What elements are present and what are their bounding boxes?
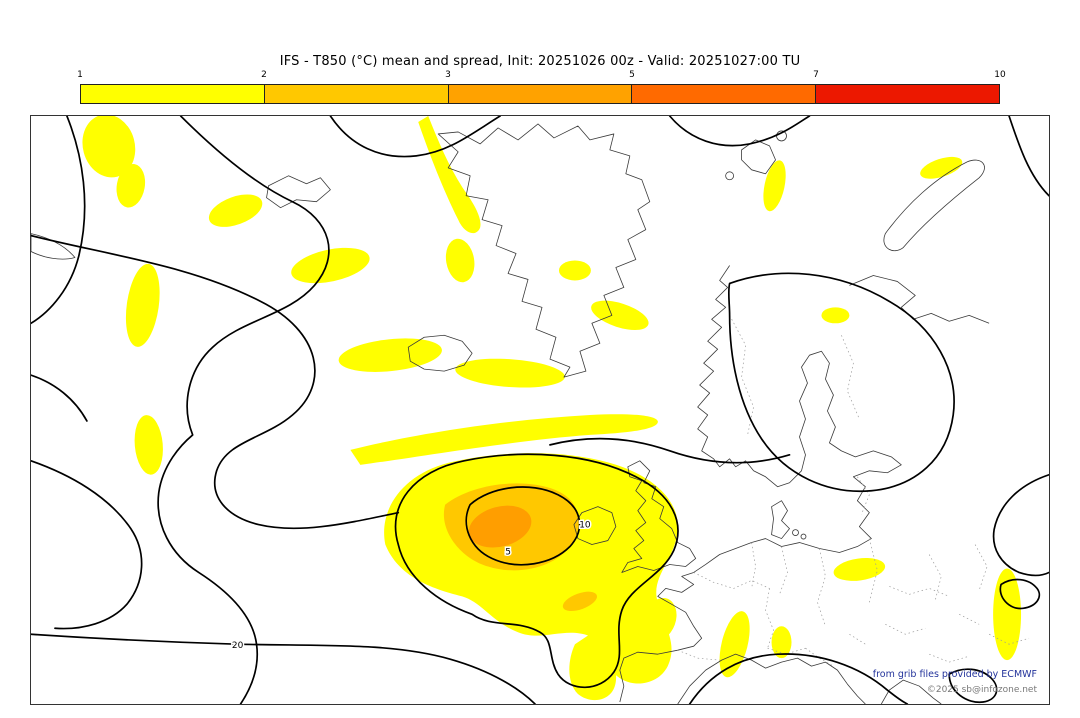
temperature-contours-layer	[31, 116, 1049, 704]
spread-shading-layer	[82, 116, 1022, 701]
colorbar-ticks: 1 2 3 5 7 10	[77, 70, 1006, 82]
contour-labels-layer: 20 10 5	[230, 519, 592, 653]
ecmwf-credit-text: from grib files provided by ECMWF	[872, 669, 1037, 680]
contour-label: 20	[232, 641, 244, 651]
contour-label: 10	[579, 521, 591, 531]
colorbar-tick-label: 3	[445, 70, 451, 80]
colorbar-segment	[448, 85, 633, 103]
map-panel: 20 10 5 from grib files provided by ECMW…	[30, 115, 1050, 705]
colorbar-tick-label: 5	[629, 70, 635, 80]
colorbar-tick-label: 2	[261, 70, 267, 80]
colorbar-segment	[816, 85, 999, 103]
europe-map-svg: 20 10 5	[31, 116, 1049, 704]
colorbar-tick-label: 10	[994, 70, 1006, 80]
colorbar-bar	[80, 84, 1000, 104]
colorbar-tick-label: 7	[813, 70, 819, 80]
colorbar-segment	[264, 85, 449, 103]
contour-label: 5	[505, 548, 511, 558]
chart-title: IFS - T850 (°C) mean and spread, Init: 2…	[279, 54, 801, 69]
colorbar-tick-label: 1	[77, 70, 83, 80]
copyright-text: ©2025 sb@infozone.net	[926, 685, 1037, 695]
colorbar-segment	[81, 85, 265, 103]
colorbar: 1 2 3 5 7 10	[77, 70, 1006, 104]
country-borders-layer	[677, 315, 1030, 667]
colorbar-segment	[632, 85, 817, 103]
